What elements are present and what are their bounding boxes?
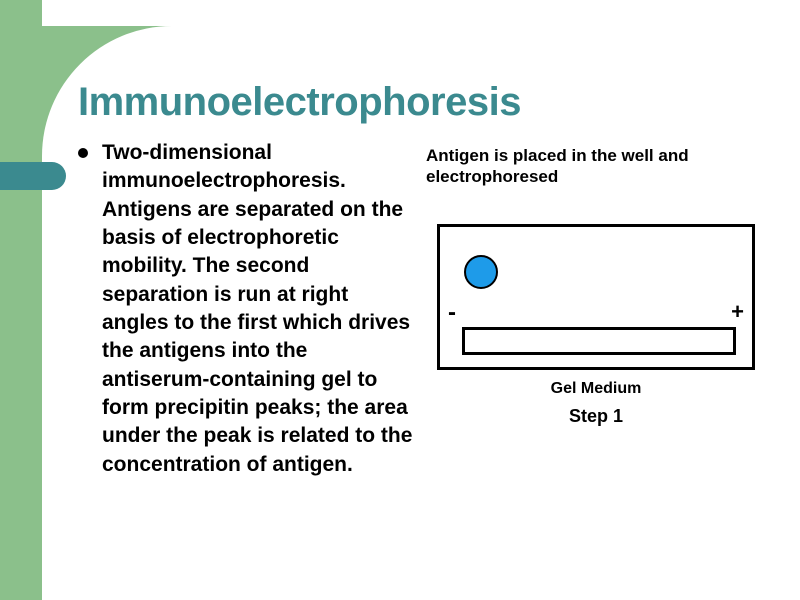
electrode-negative: - <box>448 299 456 327</box>
gel-trough <box>462 327 736 355</box>
slide-content: Immunoelectrophoresis Two-dimensional im… <box>78 80 778 479</box>
slide-title: Immunoelectrophoresis <box>78 80 778 125</box>
bullet-dot-icon <box>78 148 88 158</box>
gel-outer-box: - + <box>437 224 755 370</box>
body-row: Two-dimensional immunoelectrophoresis. A… <box>78 139 778 479</box>
antigen-well-circle <box>464 255 498 289</box>
teal-accent-tab <box>0 162 66 190</box>
bullet-item: Two-dimensional immunoelectrophoresis. A… <box>78 139 420 479</box>
text-column: Two-dimensional immunoelectrophoresis. A… <box>78 139 420 479</box>
diagram-column: Antigen is placed in the well and electr… <box>426 139 766 479</box>
sidebar-green <box>0 0 42 600</box>
gel-medium-label: Gel Medium <box>426 380 766 398</box>
electrode-positive: + <box>731 299 744 325</box>
diagram-caption: Antigen is placed in the well and electr… <box>426 145 766 188</box>
bullet-text: Two-dimensional immunoelectrophoresis. A… <box>102 139 420 479</box>
step-label: Step 1 <box>426 406 766 427</box>
